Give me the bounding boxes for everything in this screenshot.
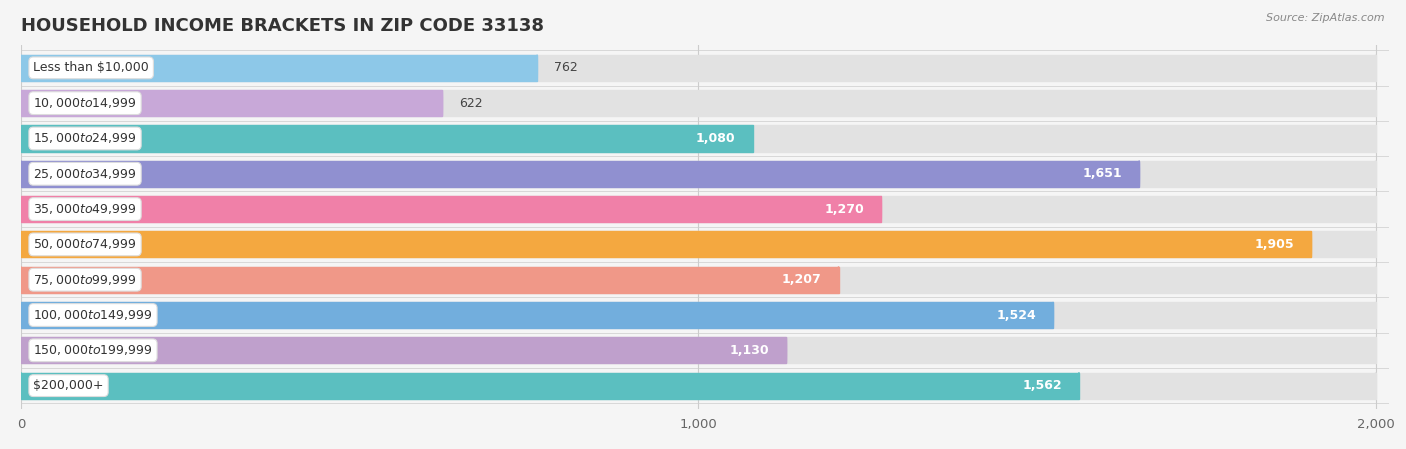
Bar (21, 337, 786, 363)
Text: 762: 762 (554, 62, 578, 75)
Text: 1,080: 1,080 (696, 132, 735, 145)
Bar (21, 302, 1375, 328)
Text: $35,000 to $49,999: $35,000 to $49,999 (34, 202, 136, 216)
Bar (21, 231, 1312, 257)
Text: Less than $10,000: Less than $10,000 (34, 62, 149, 75)
Bar (21, 337, 1375, 363)
Bar (21, 196, 1375, 222)
Text: HOUSEHOLD INCOME BRACKETS IN ZIP CODE 33138: HOUSEHOLD INCOME BRACKETS IN ZIP CODE 33… (21, 17, 544, 35)
Text: $15,000 to $24,999: $15,000 to $24,999 (34, 132, 136, 145)
Bar (21, 373, 1078, 399)
Bar (21, 267, 1375, 293)
Text: Source: ZipAtlas.com: Source: ZipAtlas.com (1267, 13, 1385, 23)
Bar (21, 231, 1375, 257)
Text: $200,000+: $200,000+ (34, 379, 104, 392)
Text: $75,000 to $99,999: $75,000 to $99,999 (34, 273, 136, 287)
Text: $25,000 to $34,999: $25,000 to $34,999 (34, 167, 136, 181)
Text: 1,270: 1,270 (824, 202, 865, 216)
Bar (21, 55, 1375, 81)
Text: $150,000 to $199,999: $150,000 to $199,999 (34, 343, 153, 357)
Bar (21, 373, 1375, 399)
Text: 1,562: 1,562 (1022, 379, 1062, 392)
Bar (21, 90, 443, 116)
Bar (21, 196, 882, 222)
Text: 1,524: 1,524 (997, 308, 1036, 321)
Bar (21, 302, 1053, 328)
Bar (21, 55, 537, 81)
Bar (21, 125, 1375, 151)
Text: 622: 622 (460, 97, 482, 110)
Text: $10,000 to $14,999: $10,000 to $14,999 (34, 96, 136, 110)
Text: 1,130: 1,130 (730, 344, 769, 357)
Text: 1,207: 1,207 (782, 273, 821, 286)
Bar (21, 90, 1375, 116)
Text: 1,651: 1,651 (1083, 167, 1122, 180)
Bar (21, 161, 1139, 187)
Bar (21, 267, 838, 293)
Bar (21, 161, 1375, 187)
Bar (21, 125, 752, 151)
Text: 1,905: 1,905 (1254, 238, 1295, 251)
Text: $50,000 to $74,999: $50,000 to $74,999 (34, 238, 136, 251)
Text: $100,000 to $149,999: $100,000 to $149,999 (34, 308, 153, 322)
